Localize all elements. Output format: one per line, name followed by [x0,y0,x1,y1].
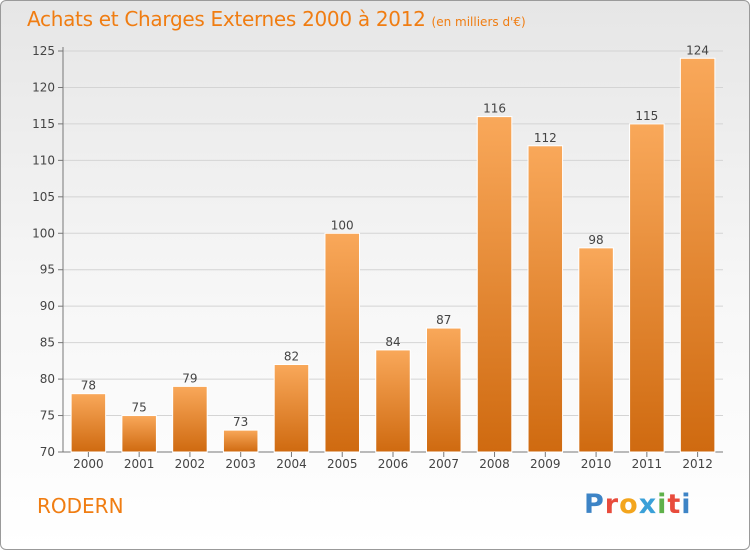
y-tick-label: 85 [40,336,55,350]
x-tick-label: 2006 [378,457,409,471]
place-name: RODERN [37,494,124,518]
data-label: 79 [182,371,197,385]
y-tick-label: 105 [32,190,55,204]
bar [426,327,462,453]
y-tick-label: 115 [32,117,55,131]
data-label: 124 [686,43,709,57]
data-label: 73 [233,415,248,429]
chart-title: Achats et Charges Externes 2000 à 2012 (e… [27,7,526,31]
bar [273,364,310,453]
logo-letter: P [584,489,605,520]
data-label: 75 [132,401,147,415]
y-tick-label: 125 [32,44,55,58]
x-tick-label: 2007 [428,457,459,471]
y-tick-label: 110 [32,153,55,167]
data-label: 100 [331,218,354,232]
bar [121,415,157,453]
data-label: 78 [81,379,96,393]
bar [527,145,564,453]
x-tick-label: 2012 [682,457,713,471]
y-tick-label: 95 [40,263,55,277]
logo-letter: o [619,489,639,520]
x-tick-label: 2003 [225,457,256,471]
x-tick-label: 2011 [632,457,663,471]
logo-letter: x [638,489,658,520]
unit-note: (en milliers d'€) [431,15,526,29]
bar [629,123,665,453]
x-tick-label: 2005 [327,457,358,471]
x-tick-label: 2001 [124,457,155,471]
logo-letter: i [681,489,692,520]
bar [375,349,411,453]
y-tick-label: 90 [40,299,55,313]
proxiti-logo: Proxiti [584,489,692,520]
y-tick-label: 75 [40,409,55,423]
x-tick-label: 2008 [479,457,510,471]
data-label: 115 [635,109,658,123]
data-label: 112 [534,131,557,145]
y-tick-label: 100 [32,226,55,240]
x-tick-label: 2004 [276,457,307,471]
bar [324,232,360,453]
bar [172,385,208,453]
bar [679,57,716,453]
data-label: 87 [436,313,451,327]
x-tick-label: 2009 [530,457,561,471]
logo-letter: i [657,489,668,520]
bar [476,116,513,453]
data-label: 116 [483,102,506,116]
x-tick-label: 2000 [73,457,104,471]
logo-letter: t [667,489,682,520]
y-tick-label: 70 [40,445,55,459]
y-tick-label: 80 [40,372,55,386]
bar [578,247,614,453]
data-label: 82 [284,350,299,364]
y-tick-label: 120 [32,80,55,94]
bar [222,429,259,453]
data-label: 98 [588,233,603,247]
data-label: 84 [385,335,400,349]
x-tick-label: 2010 [581,457,612,471]
title-text: Achats et Charges Externes 2000 à 2012 [27,7,426,31]
x-tick-label: 2002 [175,457,206,471]
bar [70,393,107,453]
logo-letter: r [604,489,620,520]
